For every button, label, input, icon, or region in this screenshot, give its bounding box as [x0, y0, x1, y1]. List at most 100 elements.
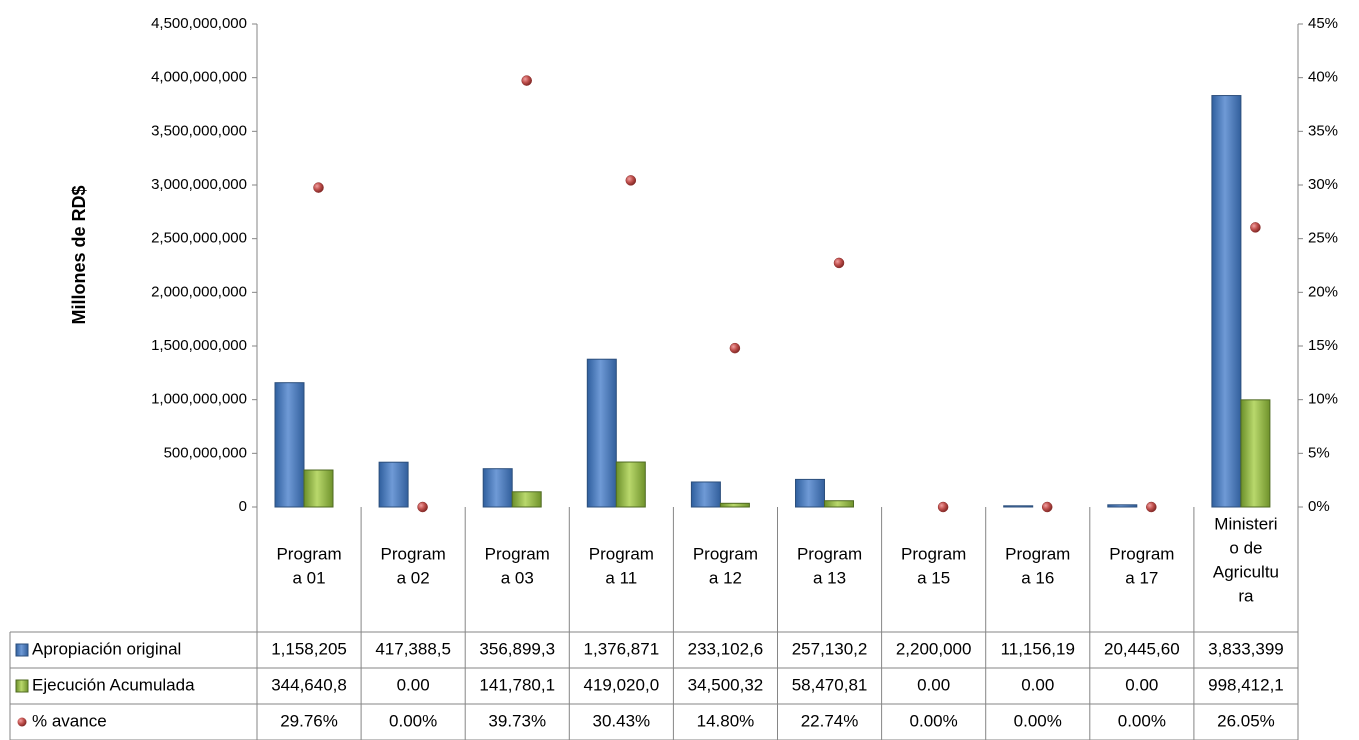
table-cell-value: 20,445,60 — [1104, 639, 1180, 658]
table-cell-value: 58,470,81 — [792, 675, 868, 694]
category-label: a 01 — [293, 568, 326, 587]
table-cell-value: 26.05% — [1217, 711, 1275, 730]
y2-tick-label: 15% — [1308, 337, 1338, 354]
bar-apropiacion — [1211, 95, 1242, 508]
table-cell-value: 14.80% — [697, 711, 755, 730]
table-cell-value: 39.73% — [488, 711, 546, 730]
bar-apropiacion — [274, 382, 305, 508]
category-label: Program — [589, 544, 654, 563]
bar-ejecucion — [719, 502, 750, 508]
table-cell-value: 419,020,0 — [584, 675, 660, 694]
table-cell-value: 0.00% — [389, 711, 437, 730]
table-cell-value: 417,388,5 — [375, 639, 451, 658]
percent-points — [313, 75, 1261, 513]
y-tick-label: 1,000,000,000 — [151, 391, 247, 408]
table-cell-value: 998,412,1 — [1208, 675, 1284, 694]
point-avance — [1041, 501, 1053, 513]
table-cell-value: 3,833,399 — [1208, 639, 1284, 658]
y-axis-title: Millones de RD$ — [69, 185, 89, 324]
y2-tick-label: 0% — [1308, 498, 1330, 515]
table-cell-value: 1,158,205 — [271, 639, 347, 658]
point-avance — [937, 501, 949, 513]
category-label: a 12 — [709, 568, 742, 587]
table-cell-value: 0.00 — [1021, 675, 1054, 694]
y2-tick-label: 40% — [1308, 69, 1338, 86]
bar-ejecucion — [824, 500, 854, 508]
y2-tick-label: 25% — [1308, 230, 1338, 247]
point-avance — [625, 175, 637, 186]
category-label: Ministeri — [1214, 514, 1277, 533]
table-cell-value: 0.00% — [1014, 711, 1062, 730]
category-label: a 03 — [501, 568, 534, 587]
series-name: Ejecución Acumulada — [32, 675, 195, 694]
table-cell-value: 0.00% — [910, 711, 958, 730]
point-avance — [1250, 222, 1261, 233]
point-avance — [521, 75, 532, 86]
y2-tick-label: 20% — [1308, 283, 1338, 300]
table-cell-value: 0.00% — [1118, 711, 1166, 730]
category-label: a 17 — [1125, 568, 1158, 587]
y-tick-label: 4,000,000,000 — [151, 69, 247, 86]
y-tick-label: 4,500,000,000 — [151, 15, 247, 32]
table-cell-value: 22.74% — [801, 711, 859, 730]
category-label: a 02 — [397, 568, 430, 587]
table-cell-value: 1,376,871 — [584, 639, 660, 658]
point-avance — [417, 501, 428, 513]
bar-apropiacion — [795, 478, 825, 508]
legend-key — [15, 679, 29, 693]
category-label: a 16 — [1021, 568, 1054, 587]
category-label: Program — [1109, 544, 1174, 563]
category-label: Program — [797, 544, 862, 563]
bar-apropiacion — [1003, 505, 1034, 508]
y2-tick-label: 10% — [1308, 391, 1338, 408]
y-tick-label: 3,000,000,000 — [151, 176, 247, 193]
bar-apropiacion — [378, 461, 409, 508]
y2-tick-label: 5% — [1308, 444, 1330, 461]
point-avance — [313, 182, 324, 193]
category-label: Agricultu — [1213, 562, 1279, 581]
category-label: Program — [901, 544, 966, 563]
y-tick-label: 2,500,000,000 — [151, 230, 247, 247]
point-avance — [1146, 501, 1157, 513]
category-label: ra — [1238, 586, 1254, 605]
bar-apropiacion — [482, 468, 513, 508]
table-cell-value: 2,200,000 — [896, 639, 972, 658]
table-cell-value: 0.00 — [1125, 675, 1158, 694]
category-label: Program — [693, 544, 758, 563]
y-tick-label: 2,000,000,000 — [151, 283, 247, 300]
bar-apropiacion — [1107, 504, 1138, 508]
table-cell-value: 233,102,6 — [688, 639, 764, 658]
table-cell-value: 11,156,19 — [1001, 639, 1075, 658]
y2-tick-label: 30% — [1308, 176, 1338, 193]
legend-key — [15, 643, 29, 657]
point-avance — [833, 257, 845, 269]
category-label: a 15 — [917, 568, 950, 587]
y-tick-label: 3,500,000,000 — [151, 122, 247, 139]
bar-ejecucion — [615, 461, 646, 508]
y2-axis-ticks: 0% 5% 10% 15% 20% 25% 30% 35% 40% 45% — [1308, 15, 1338, 515]
bar-apropiacion — [690, 481, 721, 508]
table-cell-value: 344,640,8 — [271, 675, 347, 694]
axes — [252, 23, 1303, 508]
table-cell-value: 141,780,1 — [479, 675, 555, 694]
y-tick-label: 500,000,000 — [164, 444, 247, 461]
y-tick-label: 1,500,000,000 — [151, 337, 247, 354]
table-cell-value: 356,899,3 — [479, 639, 555, 658]
category-label: Program — [1005, 544, 1070, 563]
category-label: a 11 — [605, 568, 637, 587]
bar-apropiacion — [586, 358, 617, 508]
table-cell-value: 34,500,32 — [688, 675, 764, 694]
table-cell-value: 29.76% — [280, 711, 338, 730]
category-label: Program — [485, 544, 550, 563]
table-cell-value: 0.00 — [917, 675, 950, 694]
y-axis-ticks: 0 500,000,000 1,000,000,000 1,500,000,000 2,… — [151, 15, 247, 515]
bars — [274, 95, 1271, 508]
bar-ejecucion — [303, 469, 334, 508]
series-name: Apropiación original — [32, 639, 181, 658]
category-label: Program — [276, 544, 341, 563]
bar-ejecucion — [511, 491, 542, 508]
bar-ejecucion — [1240, 399, 1271, 508]
y-tick-label: 0 — [239, 498, 247, 515]
category-label: o de — [1229, 538, 1262, 557]
